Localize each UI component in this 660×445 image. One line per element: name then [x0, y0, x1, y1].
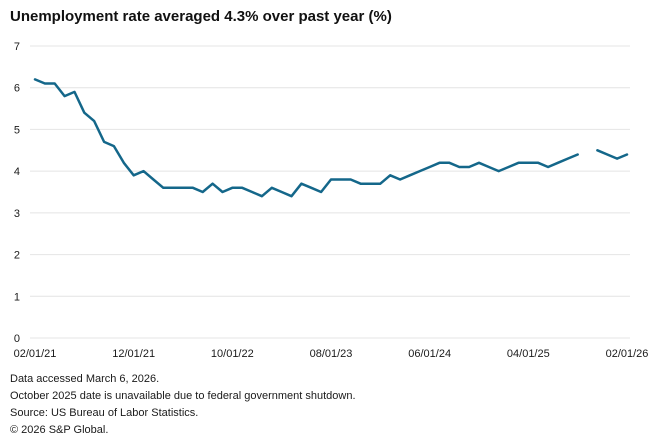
- y-tick-label: 0: [14, 333, 20, 345]
- y-tick-label: 2: [14, 250, 20, 262]
- y-tick-label: 1: [14, 291, 20, 303]
- y-tick-label: 4: [14, 166, 20, 178]
- x-tick-label: 08/01/23: [310, 348, 353, 360]
- x-tick-label: 06/01/24: [408, 348, 451, 360]
- footnote-missing-data: October 2025 date is unavailable due to …: [10, 390, 356, 402]
- x-tick-label: 12/01/21: [112, 348, 155, 360]
- y-tick-label: 6: [14, 83, 20, 95]
- x-axis-labels: 02/01/21 12/01/21 10/01/22 08/01/23 06/01/24…: [14, 348, 649, 360]
- x-tick-label: 10/01/22: [211, 348, 254, 360]
- gridlines: [30, 45, 630, 339]
- x-tick-label: 02/01/21: [14, 348, 57, 360]
- chart-title: Unemployment rate averaged 4.3% over pas…: [10, 8, 392, 25]
- y-tick-label: 5: [14, 124, 20, 136]
- footnote-copyright: © 2026 S&P Global.: [10, 424, 109, 436]
- footnote-data-accessed: Data accessed March 6, 2026.: [10, 373, 160, 385]
- unemployment-rate-line: [33, 78, 629, 198]
- x-tick-label: 04/01/25: [507, 348, 550, 360]
- y-tick-label: 3: [14, 208, 20, 220]
- footnote-source: Source: US Bureau of Labor Statistics.: [10, 407, 199, 419]
- y-tick-label: 7: [14, 41, 20, 53]
- x-tick-label: 02/01/26: [606, 348, 649, 360]
- chart-footnotes: Data accessed March 6, 2026. October 202…: [10, 371, 356, 439]
- y-axis-labels: 7 6 5 4 3 2 1 0: [14, 41, 20, 345]
